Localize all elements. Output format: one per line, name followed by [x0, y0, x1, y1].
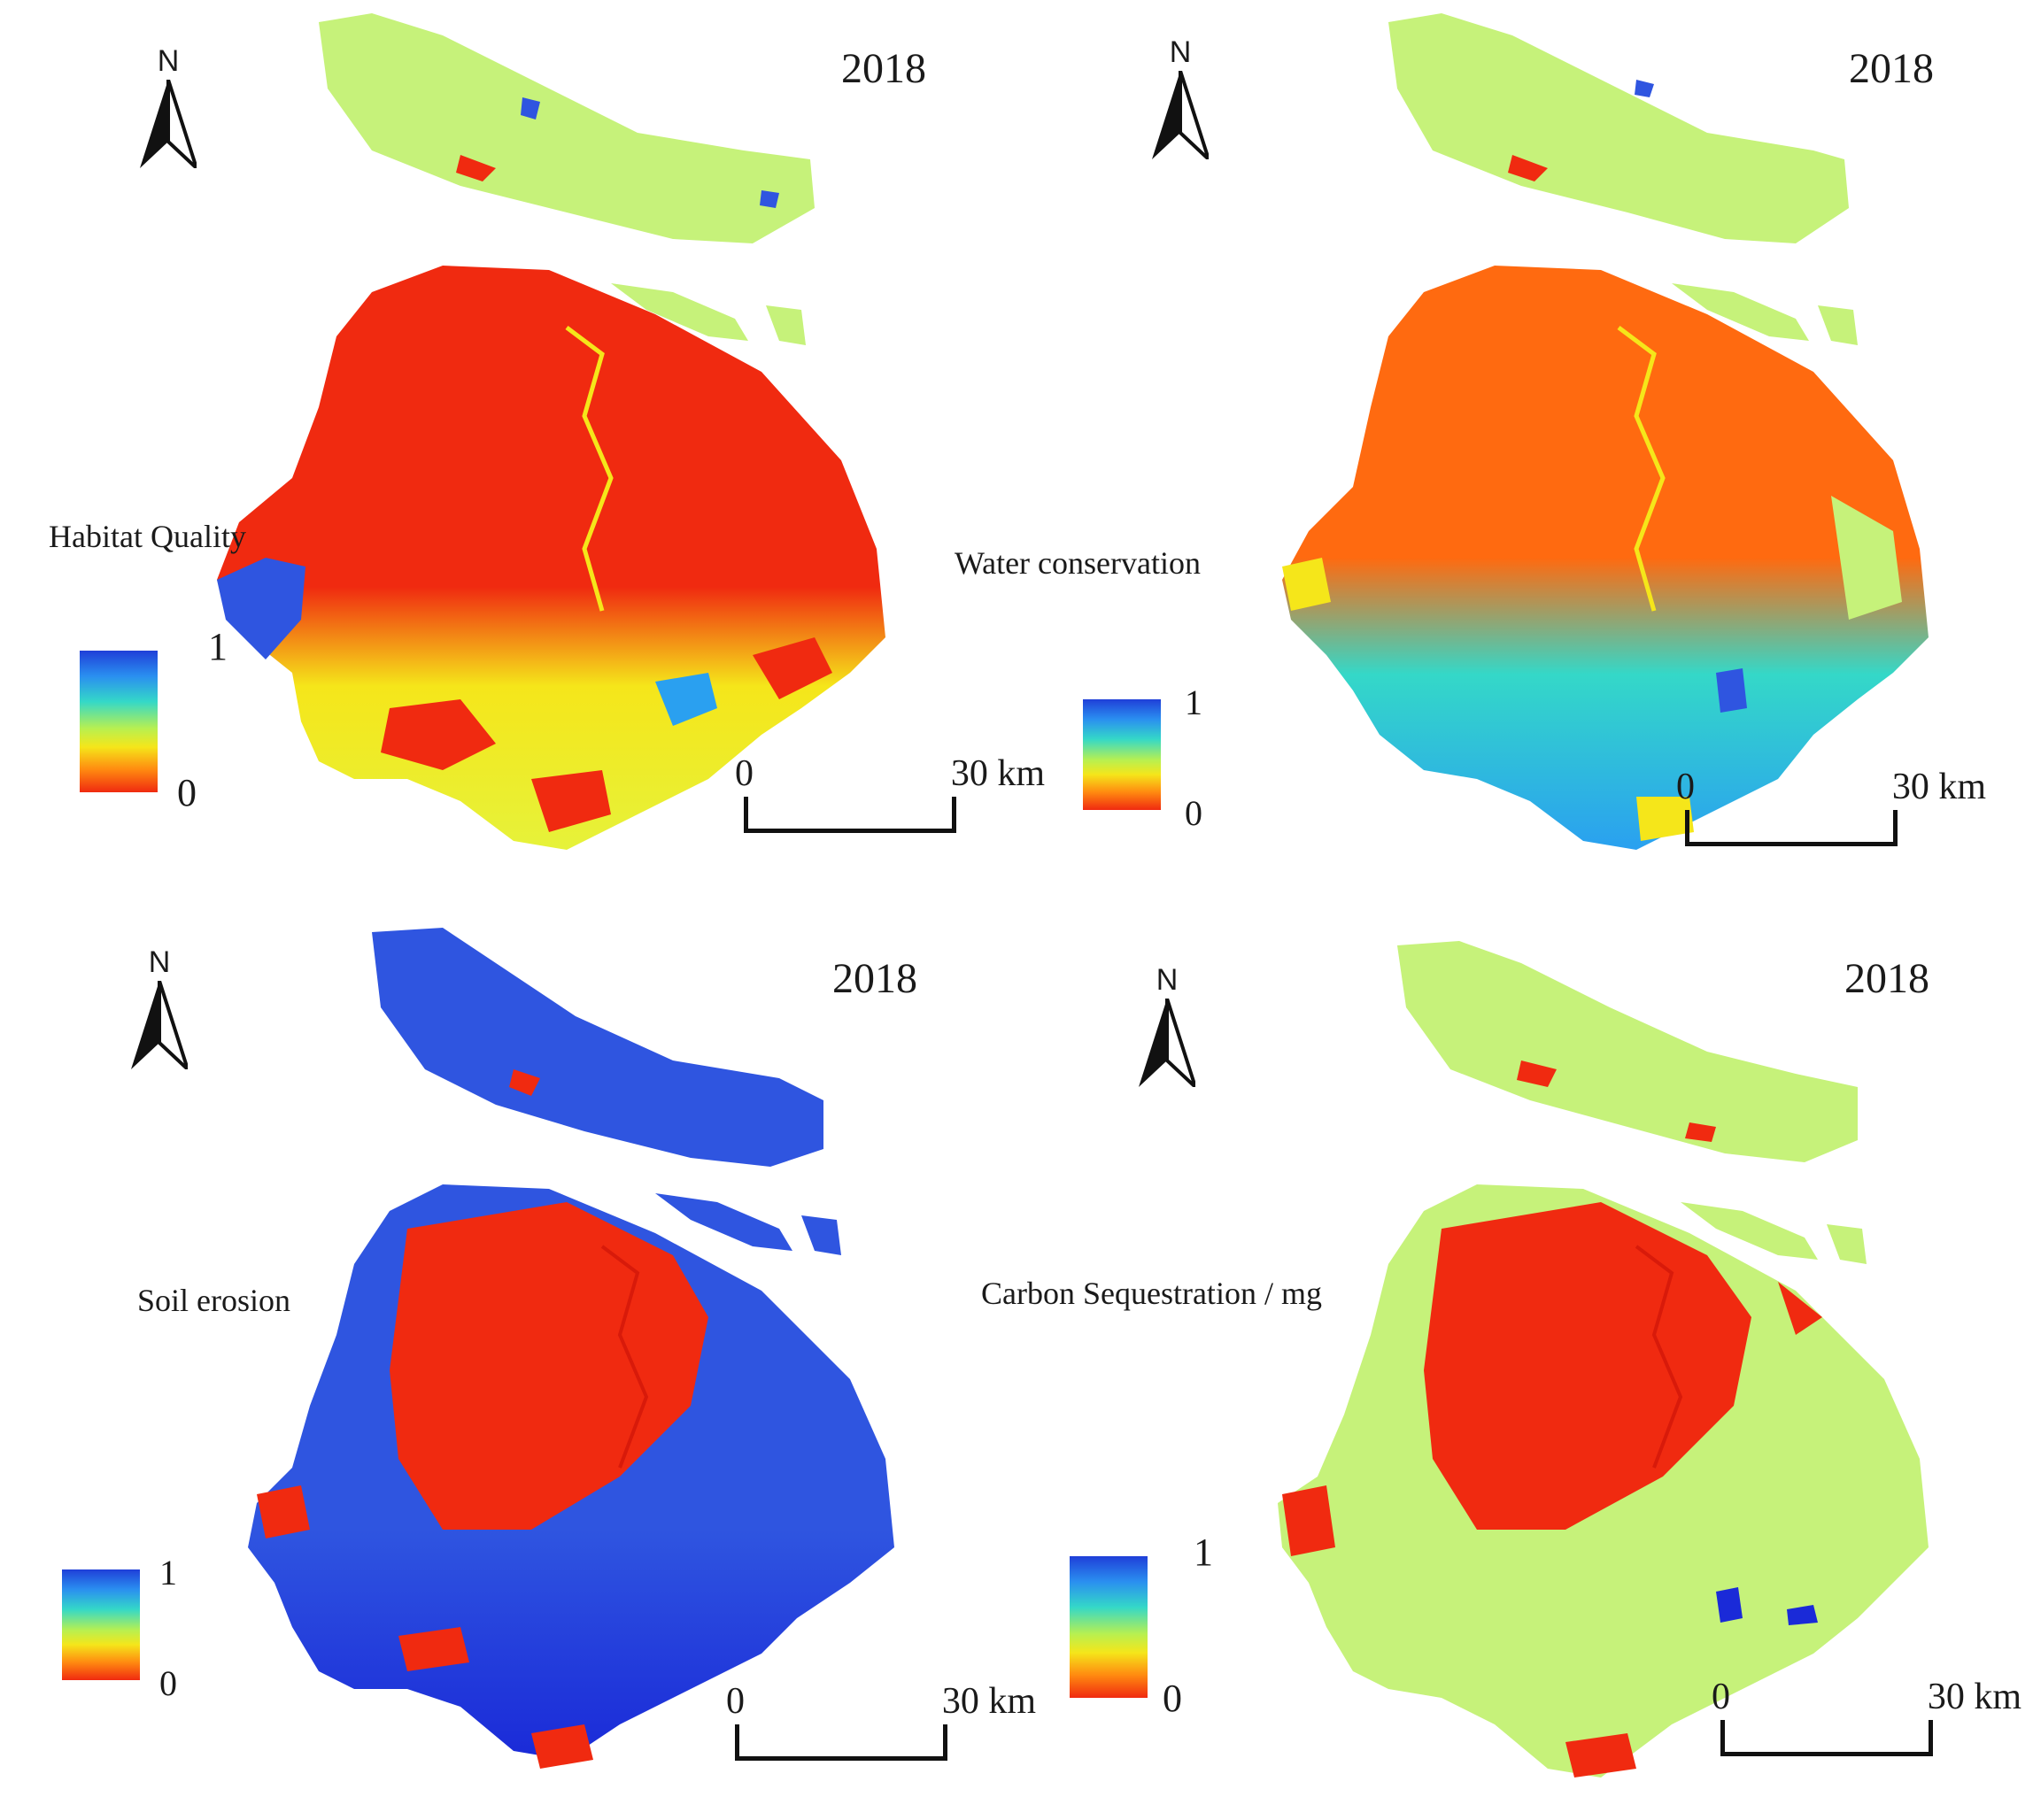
scale-start: 0	[735, 753, 754, 794]
legend-min: 0	[159, 1663, 177, 1703]
chongming-island	[319, 13, 815, 243]
scale-end: 30 km	[1891, 767, 1986, 807]
scale-end: 30 km	[941, 1681, 1036, 1722]
scale-start: 0	[1712, 1677, 1730, 1717]
scale-bar: 0 30 km	[1676, 766, 1986, 846]
scale-bar-line	[1685, 810, 1898, 846]
north-arrow: N	[1145, 35, 1216, 168]
scale-bar-line	[1720, 1720, 1933, 1756]
map-year: 2018	[1849, 45, 1934, 92]
north-arrow-icon	[140, 80, 197, 168]
panel-water-conservation: 2018 N Water conservation 1 0 0 30 km	[955, 0, 2033, 910]
legend-color-bar	[1070, 1556, 1148, 1698]
scale-bar-line	[744, 797, 956, 833]
legend-max: 1	[1194, 1531, 1213, 1574]
north-arrow: N	[1132, 963, 1202, 1096]
scale-bar: 0 30 km	[726, 1680, 1036, 1761]
small-islands	[611, 283, 748, 341]
legend-max: 1	[159, 1553, 177, 1592]
habitat-quality-map	[217, 13, 885, 850]
scale-end: 30 km	[950, 753, 1045, 794]
panel-soil-erosion: 2018 N Soil erosion 1 0 0 30 km	[0, 910, 1036, 1820]
mainland	[217, 266, 885, 850]
scale-end: 30 km	[1927, 1677, 2021, 1717]
legend-min: 0	[1185, 793, 1202, 833]
panel-title: Habitat Quality	[49, 519, 246, 554]
panel-habitat-quality: 2018 N Habitat Quality 1 0 0 30 km	[0, 0, 1045, 910]
north-arrow: N	[124, 945, 195, 1078]
water-conservation-map	[1282, 13, 1929, 850]
north-label: N	[157, 44, 180, 78]
north-arrow-icon	[131, 981, 188, 1069]
north-arrow-icon	[1139, 999, 1195, 1087]
scale-bar: 0 30 km	[735, 752, 1045, 833]
legend-color-bar	[62, 1569, 140, 1680]
legend-max: 1	[208, 625, 228, 668]
legend-min: 0	[177, 771, 197, 814]
map-year: 2018	[841, 45, 926, 92]
panel-title: Carbon Sequestration / mg	[981, 1276, 1322, 1311]
north-label: N	[148, 945, 171, 979]
scale-start: 0	[1676, 767, 1695, 807]
legend-color-bar	[80, 651, 158, 792]
panel-title: Water conservation	[955, 545, 1201, 581]
north-label: N	[1156, 963, 1179, 997]
scale-bar-line	[735, 1724, 947, 1761]
legend-max: 1	[1185, 682, 1202, 722]
panel-carbon-sequestration: 2018 N Carbon Sequestration / mg 1 0 0 3…	[981, 910, 2033, 1820]
map-year: 2018	[1844, 955, 1929, 1002]
north-arrow-icon	[1152, 71, 1209, 159]
legend-min: 0	[1163, 1677, 1182, 1720]
north-label: N	[1169, 35, 1192, 69]
legend-color-bar	[1083, 699, 1161, 810]
scale-bar: 0 30 km	[1712, 1676, 2021, 1756]
map-year: 2018	[832, 955, 917, 1002]
panel-title: Soil erosion	[137, 1283, 291, 1318]
soil-erosion-map	[248, 928, 894, 1769]
scale-start: 0	[726, 1681, 745, 1722]
north-arrow: N	[133, 44, 204, 177]
carbon-sequestration-map	[1278, 941, 1929, 1778]
